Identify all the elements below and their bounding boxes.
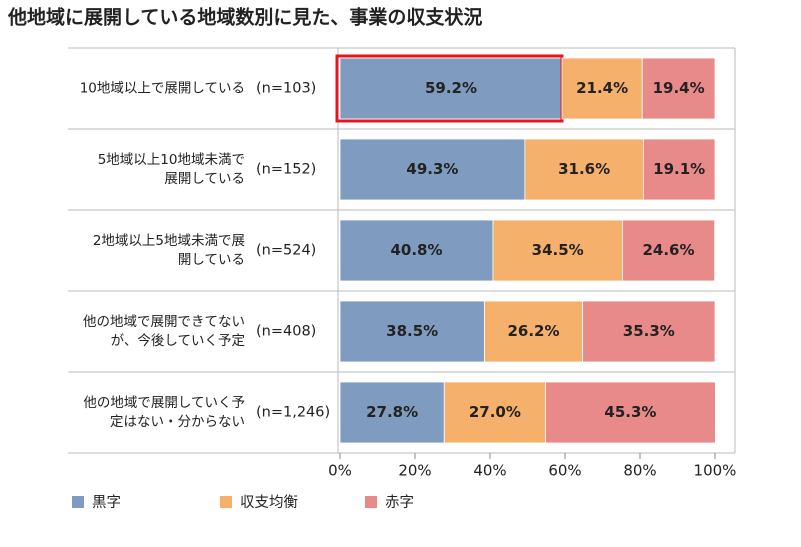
chart-title: 他地域に展開している地域数別に見た、事業の収支状況 (7, 6, 482, 29)
value-label: 34.5% (532, 241, 584, 259)
legend-swatch (365, 496, 377, 508)
sample-size: (n=408) (256, 324, 316, 340)
legend-swatch (72, 496, 84, 508)
sample-size: (n=524) (256, 243, 316, 259)
value-label: 24.6% (642, 241, 694, 259)
bar-segment (492, 219, 623, 282)
x-tick-label: 40% (473, 462, 506, 480)
sample-size: (n=1,246) (256, 405, 330, 421)
category-label-line: 他の地域で展開できてない (83, 314, 245, 330)
bar-segment (561, 57, 643, 120)
category-label-line: が、今後していく予定 (111, 333, 245, 349)
category-label: 他の地域で展開できてないが、今後していく予定 (83, 314, 245, 349)
x-tick-label: 20% (398, 462, 431, 480)
value-label: 19.4% (653, 79, 705, 97)
category-label-line: 2地域以上5地域未満で展 (93, 233, 245, 249)
legend-label: 黒字 (92, 494, 121, 511)
bar-segment (524, 138, 644, 201)
value-label: 59.2% (425, 79, 477, 97)
category-label: 2地域以上5地域未満で展開している (93, 233, 245, 268)
bar-segment (339, 381, 445, 444)
value-label: 21.4% (576, 79, 628, 97)
bar-segment (339, 300, 485, 363)
bar-segment (642, 138, 716, 201)
x-tick-label: 80% (623, 462, 656, 480)
category-label: 10地域以上で展開している (80, 81, 245, 97)
x-tick-label: 100% (694, 462, 737, 480)
bar-segment (483, 300, 584, 363)
legend-label: 収支均衡 (240, 494, 298, 511)
category-label-line: 定はない・分からない (110, 414, 245, 430)
category-label: 他の地域で展開していく予定はない・分からない (83, 395, 245, 430)
category-label: 5地域以上10地域未満で展開している (98, 152, 245, 187)
value-label: 27.8% (366, 403, 418, 421)
category-label-line: 展開している (164, 171, 245, 187)
value-label: 31.6% (558, 160, 610, 178)
bar-segment (443, 381, 546, 444)
bar-segment (641, 57, 716, 120)
sample-size: (n=152) (256, 162, 316, 178)
value-label: 35.3% (623, 322, 675, 340)
value-label: 49.3% (406, 160, 458, 178)
value-label: 19.1% (653, 160, 705, 178)
bar-segment (621, 219, 716, 282)
legend-label: 赤字 (385, 494, 414, 511)
bar-segment (545, 381, 716, 444)
value-label: 45.3% (604, 403, 656, 421)
sample-size: (n=103) (256, 81, 316, 97)
x-tick-label: 60% (548, 462, 581, 480)
category-label-line: 開している (178, 252, 245, 268)
bar-segment (339, 138, 526, 201)
legend-swatch (220, 496, 232, 508)
x-tick-label: 0% (328, 462, 352, 480)
bar-segment (582, 300, 716, 363)
value-label: 27.0% (469, 403, 521, 421)
category-label-line: 他の地域で展開していく予 (83, 395, 245, 411)
value-label: 40.8% (390, 241, 442, 259)
category-label-line: 5地域以上10地域未満で (98, 152, 245, 168)
value-label: 38.5% (386, 322, 438, 340)
value-label: 26.2% (507, 322, 559, 340)
